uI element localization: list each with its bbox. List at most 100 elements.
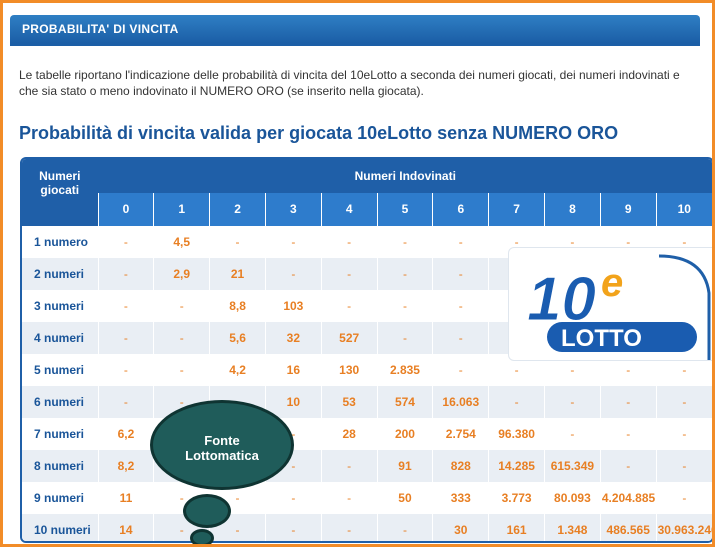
header-numeri-indovinati: Numeri Indovinati: [97, 159, 712, 193]
probability-cell: 161: [488, 514, 545, 541]
probability-cell: 5,6: [209, 322, 266, 354]
probability-cell: -: [153, 290, 210, 322]
row-label: 1 numero: [22, 226, 98, 258]
probability-cell: 6,2: [97, 418, 154, 450]
probability-cell: -: [432, 290, 489, 322]
callout-tail-small: [190, 529, 214, 544]
probability-cell: -: [320, 450, 378, 482]
column-header: 0: [97, 192, 154, 226]
probability-cell: 103: [264, 290, 322, 322]
probability-cell: 91: [376, 450, 433, 482]
probability-cell: -: [97, 226, 154, 258]
probability-cell: -: [376, 258, 433, 290]
row-label: 9 numeri: [22, 482, 98, 514]
page-frame: PROBABILITA' DI VINCITA Le tabelle ripor…: [3, 3, 712, 544]
probability-cell: 53: [320, 386, 378, 418]
probability-cell: 527: [320, 322, 378, 354]
probability-cell: 16.063: [432, 386, 489, 418]
probability-cell: -: [599, 450, 657, 482]
column-header: 5: [376, 192, 433, 226]
probability-cell: 615.349: [544, 450, 601, 482]
probability-cell: -: [320, 514, 378, 541]
probability-cell: 4,2: [209, 354, 266, 386]
probability-cell: 4.204.885: [599, 482, 657, 514]
probability-cell: 8,8: [209, 290, 266, 322]
probability-cell: -: [97, 322, 154, 354]
probability-cell: 3.773: [488, 482, 545, 514]
probability-cell: -: [320, 482, 378, 514]
probability-cell: -: [544, 418, 601, 450]
probability-cell: 96.380: [488, 418, 545, 450]
probability-cell: 11: [97, 482, 154, 514]
probability-cell: -: [97, 354, 154, 386]
probability-cell: -: [264, 482, 322, 514]
probability-cell: -: [376, 514, 433, 541]
probability-cell: 2.835: [376, 354, 433, 386]
probability-cell: -: [320, 226, 378, 258]
probability-cell: -: [264, 226, 322, 258]
column-header: 4: [320, 192, 378, 226]
probability-cell: -: [376, 290, 433, 322]
probability-cell: -: [599, 418, 657, 450]
probability-cell: 10: [264, 386, 322, 418]
column-header: 8: [544, 192, 601, 226]
column-header: 1: [153, 192, 210, 226]
probability-cell: -: [655, 418, 712, 450]
probability-cell: 333: [432, 482, 489, 514]
probability-cell: -: [264, 514, 322, 541]
probability-cell: 14.285: [488, 450, 545, 482]
logo-e: e: [601, 261, 623, 305]
probability-cell: -: [544, 386, 601, 418]
probability-cell: 30: [432, 514, 489, 541]
column-header: 10: [655, 192, 712, 226]
callout-tail-large: [183, 494, 231, 528]
table-row: 9 numeri 11- - - -50 333 3.773 80.093 4.204.885-: [22, 482, 712, 514]
row-label: 8 numeri: [22, 450, 98, 482]
corner-line-1: Numeri: [39, 169, 81, 183]
probability-cell: 14: [97, 514, 154, 541]
column-header: 2: [209, 192, 266, 226]
probability-cell: -: [153, 354, 210, 386]
table-title: Probabilità di vincita valida per giocat…: [19, 123, 619, 143]
section-header-title: PROBABILITA' DI VINCITA: [22, 22, 179, 36]
probability-cell: 16: [264, 354, 322, 386]
probability-cell: -: [320, 290, 378, 322]
row-label: 2 numeri: [22, 258, 98, 290]
header-numeri-giocati: Numeri giocati: [22, 159, 98, 226]
logo-lotto-text: LOTTO: [561, 325, 642, 352]
probability-cell: -: [655, 482, 712, 514]
probability-cell: -: [153, 322, 210, 354]
column-header: 6: [432, 192, 489, 226]
row-label: 5 numeri: [22, 354, 98, 386]
intro-text: Le tabelle riportano l'indicazione delle…: [19, 68, 680, 98]
probability-cell: -: [432, 258, 489, 290]
probability-cell: -: [97, 386, 154, 418]
section-header-bar: PROBABILITA' DI VINCITA: [10, 15, 700, 43]
probability-cell: 828: [432, 450, 489, 482]
corner-line-2: giocati: [40, 183, 80, 197]
probability-cell: 32: [264, 322, 322, 354]
probability-cell: 80.093: [544, 482, 601, 514]
probability-cell: 574: [376, 386, 433, 418]
table-row: 10 numeri 14- - - - -30 161 1.348 486.565 30.963.…: [22, 514, 712, 541]
column-header: 7: [488, 192, 545, 226]
callout-line-2: Lottomatica: [185, 448, 259, 463]
callout-line-1: Fonte: [204, 433, 240, 448]
probability-cell: 30.963.246: [655, 514, 712, 541]
probability-cell: -: [376, 322, 433, 354]
probability-cell: -: [432, 226, 489, 258]
probability-cell: 2,9: [153, 258, 210, 290]
probability-cell: -: [97, 258, 154, 290]
probability-cell: 486.565: [599, 514, 657, 541]
probability-cell: -: [264, 258, 322, 290]
probability-cell: -: [432, 354, 489, 386]
probability-cell: 2.754: [432, 418, 489, 450]
10elotto-logo: 10 e LOTTO: [508, 247, 712, 361]
probability-cell: -: [655, 450, 712, 482]
column-header: 3: [264, 192, 322, 226]
column-header: 9: [599, 192, 657, 226]
probability-cell: 28: [320, 418, 378, 450]
